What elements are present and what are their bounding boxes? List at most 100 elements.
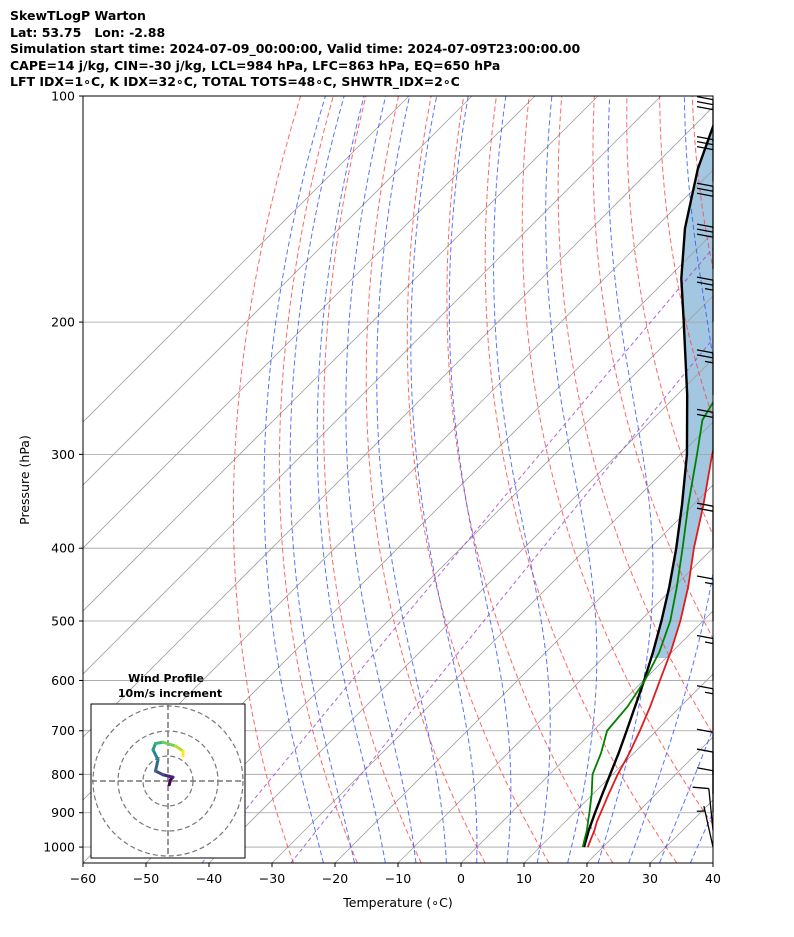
dry-adiabat-line (725, 96, 794, 863)
wind-barb-full (696, 233, 714, 238)
axes: −60 −50 −40 −30 −20 −10 0 10 20 30 40 1000 900 800 700… (43, 89, 721, 887)
wind-barb (696, 182, 714, 229)
wind-barb (692, 786, 714, 831)
mixing-ratio-lines (201, 247, 713, 863)
dry-adiabat-line (557, 96, 713, 735)
wind-barb-full (696, 767, 714, 772)
y-tick-label: 800 (51, 767, 75, 782)
wind-barb (696, 805, 714, 848)
hodograph-segment (174, 744, 185, 753)
wind-barb-full (696, 507, 714, 512)
dewpoint-profile-line (581, 400, 713, 848)
hodograph-segment (161, 773, 175, 779)
wind-barb-full (696, 135, 714, 141)
y-tick-label: 300 (51, 447, 75, 462)
title-coordinates: Lat: 53.75 Lon: -2.88 (10, 24, 166, 40)
title-stability-indices: LFT IDX=1∘C, K IDX=32∘C, TOTAL TOTS=48∘C… (10, 74, 460, 89)
wind-barb-full (696, 281, 714, 286)
title-station: SkewTLogP Warton (10, 8, 146, 23)
wind-barb-full (696, 223, 714, 228)
wind-barb (696, 408, 714, 455)
mixing-ratio-line (290, 338, 713, 863)
hodograph-subtitle: 10m/s increment (118, 687, 222, 700)
wind-barb (696, 135, 714, 182)
dry-adiabats (232, 96, 794, 863)
hodograph-segment (151, 748, 160, 762)
hodograph-plot (91, 704, 245, 858)
wind-barb (696, 95, 714, 142)
temperature-profile-line (586, 447, 713, 848)
wind-barb (696, 349, 714, 395)
wind-barb-half (704, 581, 714, 585)
isotherm-line (83, 96, 536, 549)
wind-barb (696, 575, 714, 621)
dry-adiabat-line (406, 96, 550, 863)
moist-adiabat-line (263, 96, 326, 863)
wind-barb-full (696, 105, 714, 111)
wind-barb-staff (708, 788, 714, 831)
isotherm-line (334, 484, 713, 863)
moist-adiabat-line (658, 727, 713, 863)
wind-barb-full (696, 354, 714, 359)
chart-title-block: SkewTLogP Warton Lat: 53.75 Lon: -2.88 S… (10, 8, 580, 91)
wind-barb-full (696, 182, 714, 187)
isotherm-line (523, 673, 713, 863)
dry-adiabat-line (365, 96, 486, 863)
dry-adiabat-line (521, 96, 713, 826)
dry-adiabat-line (323, 96, 422, 863)
dry-adiabat-line (757, 96, 794, 863)
plot-area (83, 96, 794, 863)
wind-barb-full (696, 685, 714, 690)
wind-barb-full (692, 786, 709, 790)
wind-barb-half (704, 360, 714, 364)
wind-barb-full (696, 502, 714, 507)
x-tick-label: −50 (133, 871, 159, 886)
isotherm-line (145, 295, 713, 863)
hodograph-segment (154, 758, 160, 773)
isotherm-line (712, 862, 713, 863)
moist-adiabat-line (316, 96, 386, 863)
wind-barb (696, 502, 714, 549)
moist-adiabat-line (289, 96, 356, 863)
profile-lines (581, 123, 713, 848)
y-tick-label: 400 (51, 541, 75, 556)
wind-barb-full (696, 145, 714, 151)
x-tick-label: 10 (516, 871, 532, 886)
hodograph-segment (161, 740, 177, 748)
dry-adiabat-line (446, 96, 614, 863)
x-tick-label: −40 (196, 871, 222, 886)
isotherm-line (83, 96, 599, 612)
mixing-ratio-line (201, 247, 713, 863)
y-tick-label: 600 (51, 673, 75, 688)
wind-barb-full (696, 228, 714, 233)
moist-adiabat-line (345, 96, 417, 863)
moist-adiabat-line (448, 96, 512, 863)
wind-barb-full (696, 634, 714, 640)
wind-barb-full (696, 140, 714, 146)
moist-adiabat-line (545, 96, 598, 863)
y-tick-label: 500 (51, 613, 75, 628)
wind-barb-half (704, 691, 714, 695)
moist-adiabat-line (376, 96, 447, 863)
x-tick-label: 0 (457, 871, 465, 886)
wind-barb-full (696, 192, 714, 197)
wind-barb (696, 276, 714, 323)
x-tick-label: 40 (705, 871, 721, 886)
dry-adiabat-line (790, 96, 794, 863)
wind-barb-staff (703, 805, 714, 848)
isotherm-line (83, 96, 410, 423)
y-tick-label: 900 (51, 805, 75, 820)
wind-barbs (692, 95, 714, 848)
parcel-profile-line (582, 123, 713, 848)
wind-barb-full (696, 100, 714, 106)
wind-barb-full (696, 413, 714, 418)
wind-barb-half (704, 641, 714, 645)
x-axis-label: Temperature (∘C) (342, 895, 452, 910)
dry-adiabat-line (592, 96, 713, 640)
hodograph: Wind Profile 10m/s increment (90, 672, 246, 859)
wind-barb (696, 685, 714, 731)
dry-adiabat-line (484, 96, 678, 863)
wind-barb-full (696, 349, 714, 354)
title-cape-indices: CAPE=14 j/kg, CIN=-30 j/kg, LCL=984 hPa,… (10, 57, 501, 73)
